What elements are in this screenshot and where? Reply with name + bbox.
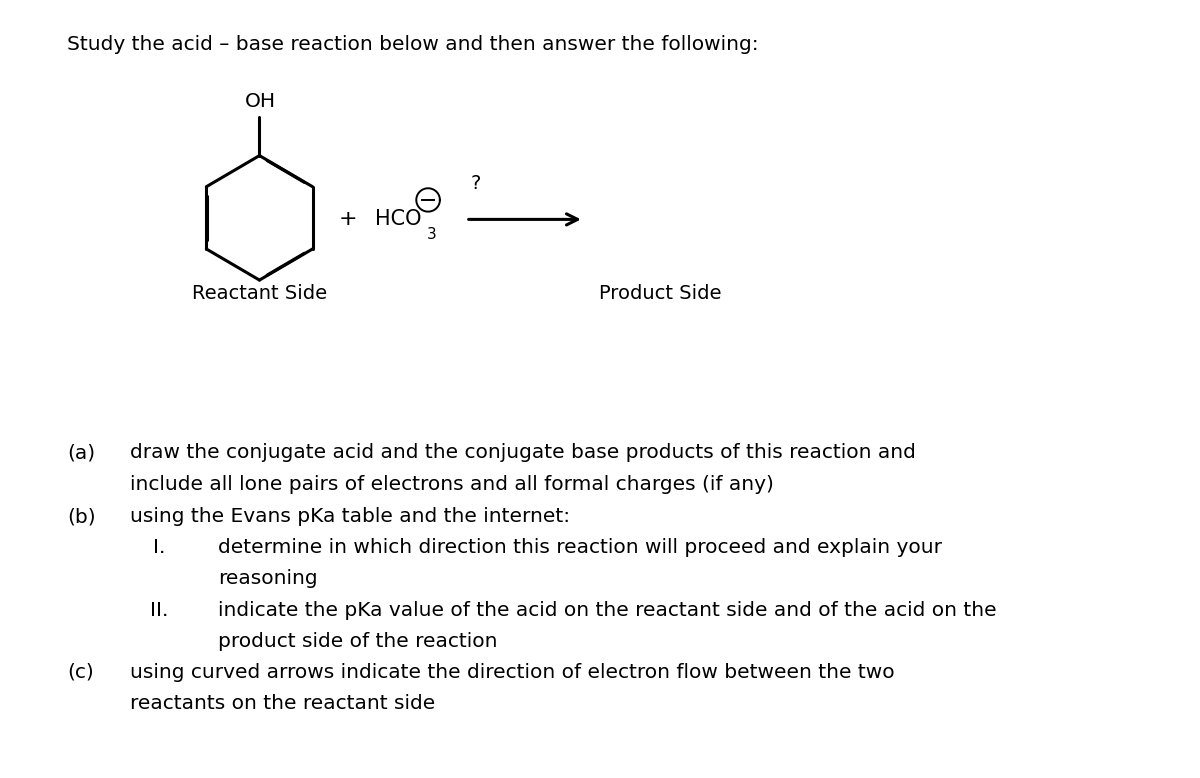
Text: determine in which direction this reaction will proceed and explain your: determine in which direction this reacti… bbox=[218, 538, 942, 557]
Text: include all lone pairs of electrons and all formal charges (if any): include all lone pairs of electrons and … bbox=[130, 475, 774, 493]
Text: product side of the reaction: product side of the reaction bbox=[218, 632, 498, 650]
Text: using the Evans pKa table and the internet:: using the Evans pKa table and the intern… bbox=[130, 507, 570, 526]
Text: (a): (a) bbox=[67, 443, 95, 462]
Text: ?: ? bbox=[470, 174, 481, 193]
Text: draw the conjugate acid and the conjugate base products of this reaction and: draw the conjugate acid and the conjugat… bbox=[130, 443, 916, 462]
Text: reactants on the reactant side: reactants on the reactant side bbox=[130, 694, 434, 713]
Text: +: + bbox=[338, 209, 358, 230]
Text: Reactant Side: Reactant Side bbox=[192, 284, 328, 303]
Text: II.: II. bbox=[150, 601, 168, 619]
Text: Study the acid – base reaction below and then answer the following:: Study the acid – base reaction below and… bbox=[67, 35, 758, 54]
Text: I.: I. bbox=[154, 538, 166, 557]
Text: (b): (b) bbox=[67, 507, 96, 526]
Text: (c): (c) bbox=[67, 663, 94, 682]
Text: reasoning: reasoning bbox=[218, 569, 318, 588]
Text: OH: OH bbox=[245, 92, 276, 110]
Text: indicate the pKa value of the acid on the reactant side and of the acid on the: indicate the pKa value of the acid on th… bbox=[218, 601, 997, 619]
Text: HCO: HCO bbox=[376, 209, 421, 230]
Text: using curved arrows indicate the direction of electron flow between the two: using curved arrows indicate the directi… bbox=[130, 663, 894, 682]
Text: Product Side: Product Side bbox=[599, 284, 721, 303]
Text: 3: 3 bbox=[427, 227, 437, 243]
